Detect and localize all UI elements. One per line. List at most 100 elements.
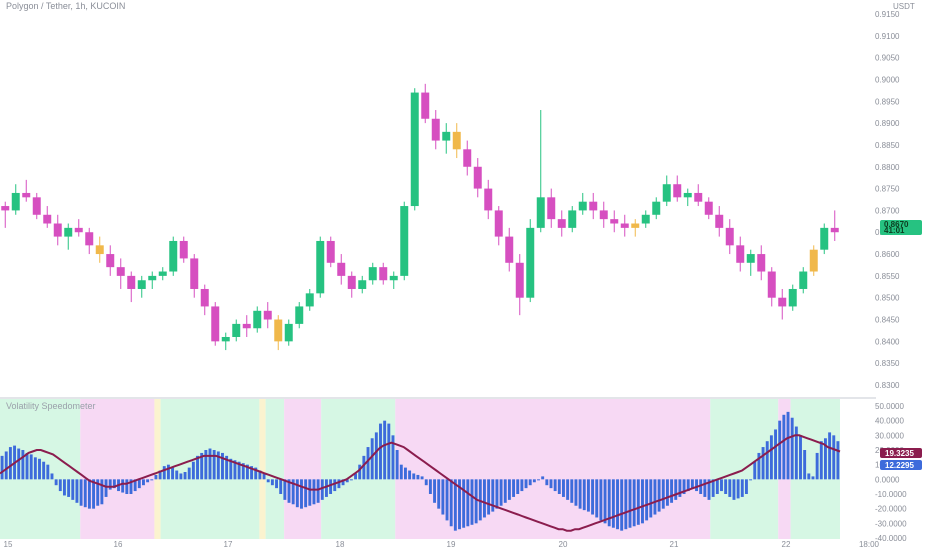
price-tick-8: 0.8750 bbox=[875, 185, 900, 194]
histogram-bar bbox=[67, 479, 71, 497]
histogram-bar bbox=[665, 479, 669, 506]
histogram-bar bbox=[196, 455, 199, 480]
price-tick-0: 0.9150 bbox=[875, 10, 900, 19]
histogram-bar bbox=[474, 479, 478, 524]
histogram-bar bbox=[794, 426, 798, 480]
candle-body bbox=[809, 249, 818, 272]
histogram-bar bbox=[823, 438, 827, 480]
histogram-bar bbox=[150, 479, 154, 481]
candle-body bbox=[694, 192, 703, 202]
histogram-bar bbox=[191, 461, 195, 480]
candle-body bbox=[358, 280, 367, 289]
histogram-bar bbox=[603, 479, 607, 524]
histogram-bar bbox=[828, 432, 832, 480]
histogram-bar bbox=[358, 464, 362, 480]
histogram-bar bbox=[586, 479, 590, 512]
candle-body bbox=[263, 310, 272, 320]
histogram-bar bbox=[703, 479, 707, 497]
histogram-bar bbox=[690, 479, 694, 489]
candle-body bbox=[830, 227, 839, 233]
histogram-bar bbox=[616, 479, 619, 530]
price-tick-14: 0.8450 bbox=[875, 316, 900, 325]
histogram-bar bbox=[387, 423, 391, 480]
histogram-bar bbox=[624, 479, 628, 530]
histogram-bar bbox=[728, 479, 732, 497]
histogram-bar bbox=[391, 435, 395, 480]
histogram-bar bbox=[142, 479, 145, 486]
candle-body bbox=[662, 184, 671, 202]
histogram-bar bbox=[832, 435, 836, 480]
histogram-bar bbox=[537, 479, 540, 481]
candle-body bbox=[43, 214, 52, 224]
price-axis[interactable]: 0.9150 0.9100 0.9050 0.9000 0.8950 0.8900 0.88… bbox=[875, 10, 900, 390]
histogram-bar bbox=[133, 479, 137, 492]
histogram-bar bbox=[545, 479, 549, 486]
histogram-bar bbox=[262, 473, 266, 480]
candle-body bbox=[1, 206, 10, 211]
histogram-bar bbox=[774, 429, 777, 480]
candle-body bbox=[11, 192, 20, 211]
price-tick-3: 0.9000 bbox=[875, 75, 900, 84]
candle-body bbox=[274, 319, 283, 342]
histogram-bar bbox=[354, 473, 357, 480]
histogram-bar bbox=[799, 435, 802, 480]
candle-body bbox=[505, 236, 514, 263]
histogram-bar bbox=[458, 479, 461, 530]
histogram-bar bbox=[96, 479, 100, 506]
last-price-value: 0.8670 bbox=[884, 220, 909, 229]
candle-body bbox=[284, 323, 293, 342]
histogram-bar bbox=[229, 458, 233, 480]
histogram-bar bbox=[349, 479, 353, 481]
histogram-bar bbox=[71, 479, 75, 500]
histogram-bar bbox=[63, 479, 66, 496]
histogram-bar bbox=[441, 479, 445, 515]
indicator-axis[interactable]: 50.000040.000030.000020.000010.00000.000… bbox=[875, 402, 907, 543]
histogram-bar bbox=[200, 452, 204, 480]
histogram-bar bbox=[187, 467, 191, 480]
time-axis[interactable]: 15 16 17 18 19 20 21 22 18:00 bbox=[4, 540, 880, 549]
price-tick-17: 0.8300 bbox=[875, 381, 900, 390]
histogram-bar bbox=[753, 461, 757, 480]
zone-7 bbox=[321, 399, 396, 539]
time-tick-2: 17 bbox=[224, 540, 233, 549]
candle-body bbox=[326, 240, 335, 263]
candle-body bbox=[232, 323, 241, 337]
histogram-bar bbox=[620, 479, 624, 531]
histogram-bar bbox=[682, 479, 686, 494]
histogram-bar bbox=[374, 432, 378, 480]
histogram-bar bbox=[87, 479, 91, 509]
candle-body bbox=[53, 223, 62, 237]
histogram-bar bbox=[611, 479, 615, 528]
price-tick-15: 0.8400 bbox=[875, 337, 900, 346]
candle-body bbox=[641, 214, 650, 224]
histogram-bar bbox=[324, 479, 328, 497]
histogram-bar bbox=[470, 479, 474, 525]
histogram-bar bbox=[491, 479, 495, 512]
candle-body bbox=[221, 336, 230, 342]
histogram-bar bbox=[366, 447, 370, 480]
histogram-bar bbox=[807, 473, 811, 480]
candle-body bbox=[137, 280, 146, 289]
candle-body bbox=[368, 267, 377, 281]
indicator-tick-1: 40.0000 bbox=[875, 417, 904, 426]
candle-body bbox=[536, 197, 545, 228]
candle-body bbox=[410, 92, 419, 207]
candle-body bbox=[463, 149, 472, 167]
histogram-bar bbox=[466, 479, 470, 527]
candle-body bbox=[190, 258, 199, 289]
candle-body bbox=[211, 306, 220, 342]
histogram-bar bbox=[715, 479, 719, 494]
histogram-bar bbox=[137, 479, 141, 489]
histogram-bar bbox=[433, 479, 437, 503]
indicator-tick-0: 50.0000 bbox=[875, 402, 904, 411]
histogram-bar bbox=[699, 479, 703, 494]
candle-body bbox=[32, 197, 41, 215]
histogram-bar bbox=[237, 461, 241, 480]
price-tick-12: 0.8550 bbox=[875, 272, 900, 281]
histogram-bar bbox=[4, 451, 8, 480]
candle-body bbox=[557, 219, 566, 228]
histogram-bar bbox=[29, 454, 33, 480]
histogram-bar bbox=[408, 470, 412, 480]
histogram-bar bbox=[362, 455, 366, 480]
